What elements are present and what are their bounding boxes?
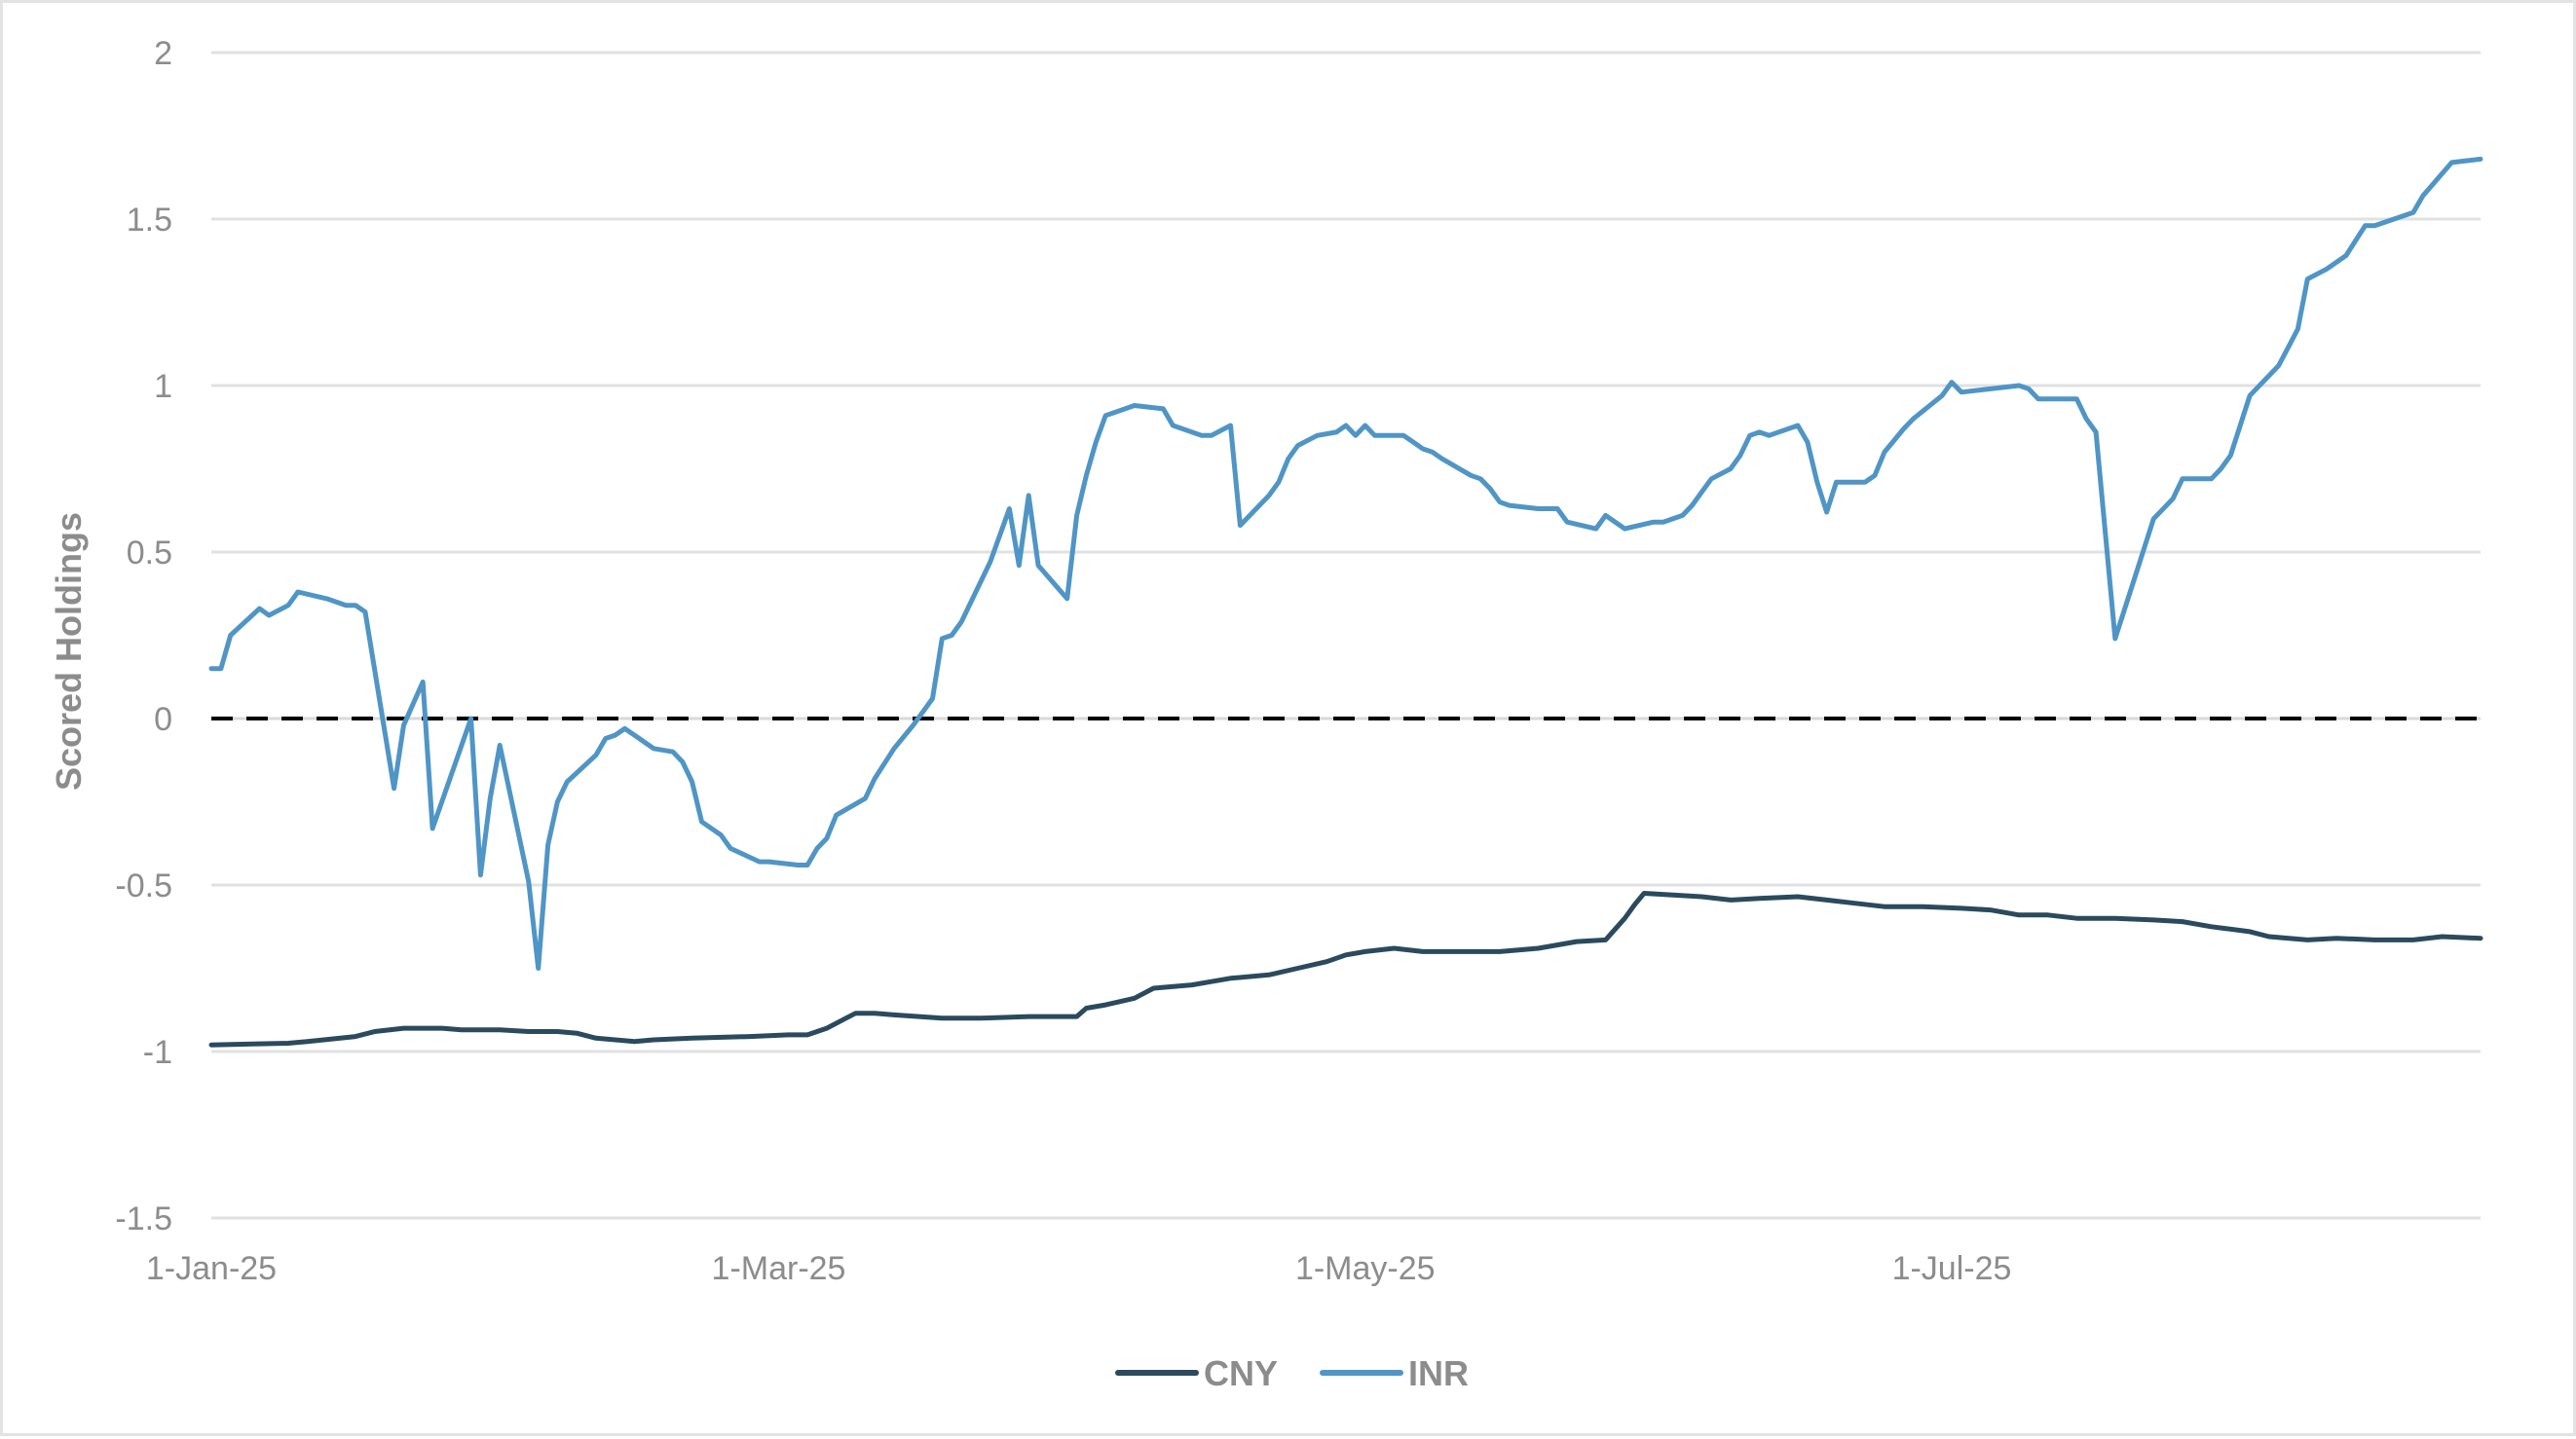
legend-item-inr: INR xyxy=(1320,1353,1469,1393)
y-tick-label: 1 xyxy=(154,368,172,405)
legend: CNY INR xyxy=(1115,1353,1469,1393)
line-chart: -1.5 -1 -0.5 0 0.5 1 1.5 2 1-Jan-25 1-Mar-25 1-Ma… xyxy=(49,35,2483,1393)
x-tick-label: 1-Mar-25 xyxy=(712,1250,846,1287)
x-tick-label: 1-Jan-25 xyxy=(146,1250,277,1287)
x-tick-label: 1-May-25 xyxy=(1295,1250,1436,1287)
y-tick-label: -1 xyxy=(143,1034,172,1071)
x-tick-label: 1-Jul-25 xyxy=(1892,1250,2012,1287)
series-line-cny xyxy=(208,891,2483,1048)
y-tick-label: -1.5 xyxy=(115,1200,172,1237)
y-tick-labels: -1.5 -1 -0.5 0 0.5 1 1.5 2 xyxy=(115,35,172,1237)
series-lines xyxy=(208,156,2483,1048)
legend-label: INR xyxy=(1408,1353,1469,1393)
gridlines xyxy=(211,51,2481,1220)
y-tick-label: 1.5 xyxy=(127,202,172,239)
y-axis-title: Scored Holdings xyxy=(49,512,89,791)
legend-item-cny: CNY xyxy=(1115,1353,1278,1393)
legend-label: CNY xyxy=(1204,1353,1278,1393)
y-tick-label: 2 xyxy=(154,35,172,72)
x-tick-labels: 1-Jan-25 1-Mar-25 1-May-25 1-Jul-25 xyxy=(146,1250,2012,1287)
y-tick-label: 0 xyxy=(154,701,172,738)
series-line-inr xyxy=(208,156,2483,971)
y-tick-label: 0.5 xyxy=(127,535,172,572)
y-tick-label: -0.5 xyxy=(115,867,172,904)
